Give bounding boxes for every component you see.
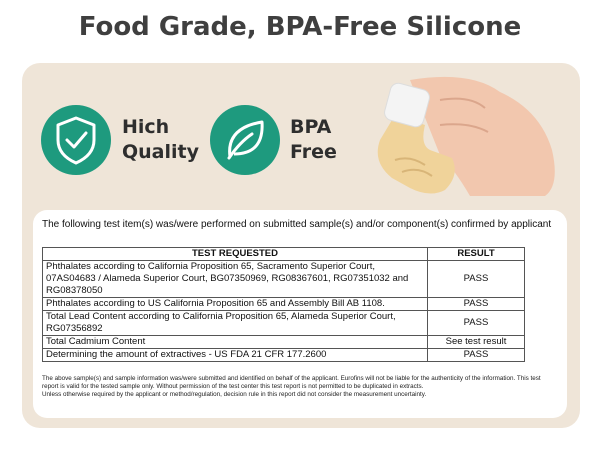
test-cell: Determining the amount of extractives - … — [42, 348, 428, 362]
badge-line: Hich — [122, 116, 170, 138]
title: Food Grade, BPA-Free Silicone — [78, 12, 522, 42]
shield-icon — [56, 116, 96, 165]
badge-line: BPA — [290, 116, 332, 138]
badge-line: Quality — [122, 141, 199, 163]
table-row: Phthalates according to California Propo… — [42, 260, 525, 298]
result-cell: See test result — [427, 335, 525, 349]
result-cell: PASS — [427, 348, 525, 362]
product-body — [377, 115, 455, 194]
leaf-stem — [227, 132, 254, 160]
product-cap — [384, 82, 430, 128]
badge-circle — [41, 105, 111, 175]
finger-line — [439, 97, 486, 109]
leaf-icon — [228, 120, 264, 158]
note: The above sample(s) and sample informati… — [42, 375, 541, 390]
column-header: RESULT — [427, 247, 525, 261]
header-row: TEST REQUESTED RESULT — [42, 247, 525, 261]
table-row: Determining the amount of extractives - … — [42, 348, 525, 362]
table-row: Total Cadmium Content See test result — [42, 335, 525, 349]
test-cell: Phthalates according to California Propo… — [42, 260, 428, 298]
test-cell: Total Cadmium Content — [42, 335, 428, 349]
product-ridges — [394, 157, 433, 177]
intro-text: The following test item(s) was/were perf… — [42, 219, 552, 230]
report-card: The following test item(s) was/were perf… — [33, 210, 567, 418]
table-body: Phthalates according to California Propo… — [42, 260, 525, 362]
notes: The above sample(s) and sample informati… — [42, 375, 557, 399]
hand — [410, 76, 555, 196]
result-cell: PASS — [427, 260, 525, 298]
result-cell: PASS — [427, 297, 525, 311]
report-table: TEST REQUESTED RESULT Phthalates accordin… — [42, 247, 525, 362]
badge-line: Free — [290, 141, 337, 163]
test-cell: Total Lead Content according to Californ… — [42, 310, 428, 336]
check-icon — [65, 131, 88, 149]
badge-label: BPA Free — [290, 115, 337, 165]
test-cell: Phthalates according to US California Pr… — [42, 297, 428, 311]
finger-line — [439, 123, 489, 133]
table-row: Phthalates according to US California Pr… — [42, 297, 525, 311]
note: Unless otherwise required by the applica… — [42, 391, 427, 398]
table-row: Total Lead Content according to Californ… — [42, 310, 525, 336]
column-header: TEST REQUESTED — [42, 247, 428, 261]
result-cell: PASS — [427, 310, 525, 336]
badge-label: Hich Quality — [122, 115, 199, 165]
